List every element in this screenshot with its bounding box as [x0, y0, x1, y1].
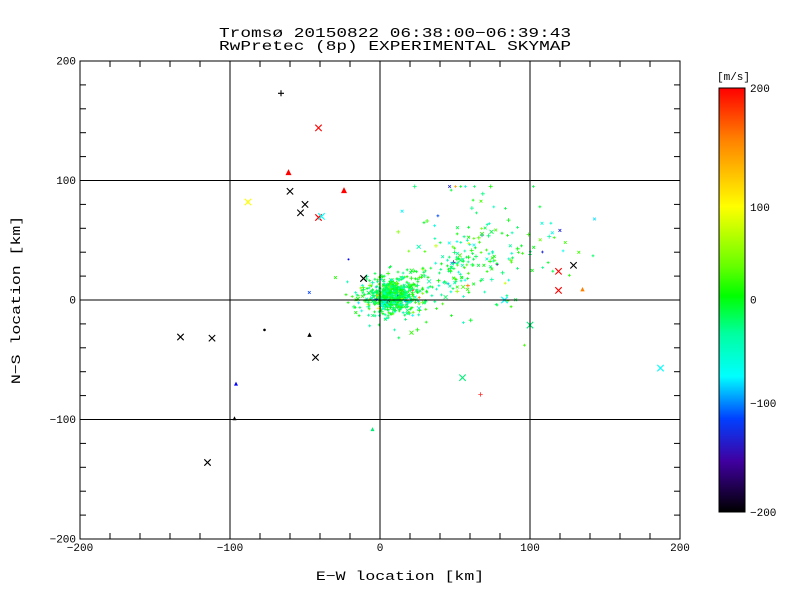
svg-text:−100: −100	[217, 543, 243, 555]
svg-text:−100: −100	[750, 399, 776, 411]
svg-text:100: 100	[750, 203, 770, 215]
svg-text:0: 0	[750, 296, 757, 308]
svg-text:[m/s]: [m/s]	[717, 72, 750, 84]
svg-text:−200: −200	[750, 508, 776, 520]
svg-text:−200: −200	[50, 535, 76, 547]
svg-text:0: 0	[69, 296, 76, 308]
svg-text:0: 0	[377, 543, 384, 555]
svg-text:200: 200	[750, 84, 770, 96]
svg-text:100: 100	[56, 176, 76, 188]
svg-text:200: 200	[56, 57, 76, 69]
svg-text:N−S location [km]: N−S location [km]	[10, 216, 24, 384]
svg-text:E−W location [km]: E−W location [km]	[316, 570, 484, 584]
svg-text:100: 100	[520, 543, 540, 555]
svg-text:200: 200	[670, 543, 690, 555]
svg-text:−100: −100	[50, 415, 76, 427]
